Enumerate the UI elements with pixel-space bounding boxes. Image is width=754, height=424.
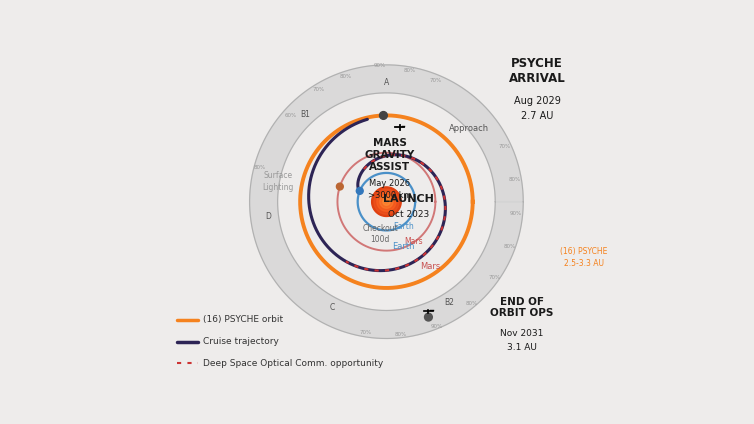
Text: MARS
GRAVITY
ASSIST: MARS GRAVITY ASSIST <box>364 138 415 172</box>
Circle shape <box>379 112 388 119</box>
Text: 60%: 60% <box>284 113 296 118</box>
Text: Nov 2031: Nov 2031 <box>500 329 544 338</box>
Text: 90%: 90% <box>431 324 443 329</box>
Polygon shape <box>372 187 401 216</box>
Text: 90%: 90% <box>373 63 385 67</box>
Polygon shape <box>377 192 396 211</box>
Text: Aug 2029: Aug 2029 <box>513 96 561 106</box>
Circle shape <box>425 313 432 321</box>
Text: Approach: Approach <box>449 124 489 133</box>
Text: 2.7 AU: 2.7 AU <box>521 111 553 121</box>
Polygon shape <box>383 198 390 205</box>
Text: 80%: 80% <box>504 244 516 249</box>
Polygon shape <box>374 189 399 214</box>
Text: 70%: 70% <box>313 87 325 92</box>
Text: PSYCHE
ARRIVAL: PSYCHE ARRIVAL <box>509 57 566 85</box>
Text: C: C <box>329 303 335 312</box>
Text: 80%: 80% <box>394 332 406 337</box>
Text: Surface
Lighting: Surface Lighting <box>262 171 293 192</box>
Text: 80%: 80% <box>253 165 265 170</box>
Text: 70%: 70% <box>429 78 441 83</box>
Text: 70%: 70% <box>489 275 501 280</box>
Polygon shape <box>380 195 393 208</box>
Text: May 2026: May 2026 <box>369 179 410 187</box>
Circle shape <box>336 183 343 190</box>
Text: B2: B2 <box>445 298 455 307</box>
Text: Earth: Earth <box>392 242 415 251</box>
Text: 80%: 80% <box>339 74 351 78</box>
Text: 3.1 AU: 3.1 AU <box>507 343 537 352</box>
Text: Checkout
100d: Checkout 100d <box>363 224 398 244</box>
Text: Cruise trajectory: Cruise trajectory <box>203 337 278 346</box>
Circle shape <box>357 187 363 194</box>
Text: 80%: 80% <box>509 176 521 181</box>
Text: (16) PSYCHE
2.5-3.3 AU: (16) PSYCHE 2.5-3.3 AU <box>560 247 608 268</box>
Text: >3000 km: >3000 km <box>368 191 412 200</box>
Text: (16) PSYCHE orbit: (16) PSYCHE orbit <box>203 315 283 324</box>
Text: 70%: 70% <box>360 329 372 335</box>
Text: A: A <box>384 78 389 87</box>
Text: Earth: Earth <box>394 222 414 231</box>
Text: 80%: 80% <box>403 68 415 73</box>
Text: Mars: Mars <box>404 237 423 246</box>
Text: 90%: 90% <box>510 211 523 215</box>
Text: Oct 2023: Oct 2023 <box>388 209 429 219</box>
Text: D: D <box>265 212 271 221</box>
Text: END OF
ORBIT OPS: END OF ORBIT OPS <box>490 297 553 318</box>
Text: LAUNCH: LAUNCH <box>383 194 434 204</box>
Text: B1: B1 <box>300 110 310 119</box>
Text: Mars: Mars <box>420 262 440 271</box>
Text: Deep Space Optical Comm. opportunity: Deep Space Optical Comm. opportunity <box>203 359 383 368</box>
Polygon shape <box>250 65 523 338</box>
Text: 80%: 80% <box>466 301 478 307</box>
Text: 70%: 70% <box>499 144 511 149</box>
